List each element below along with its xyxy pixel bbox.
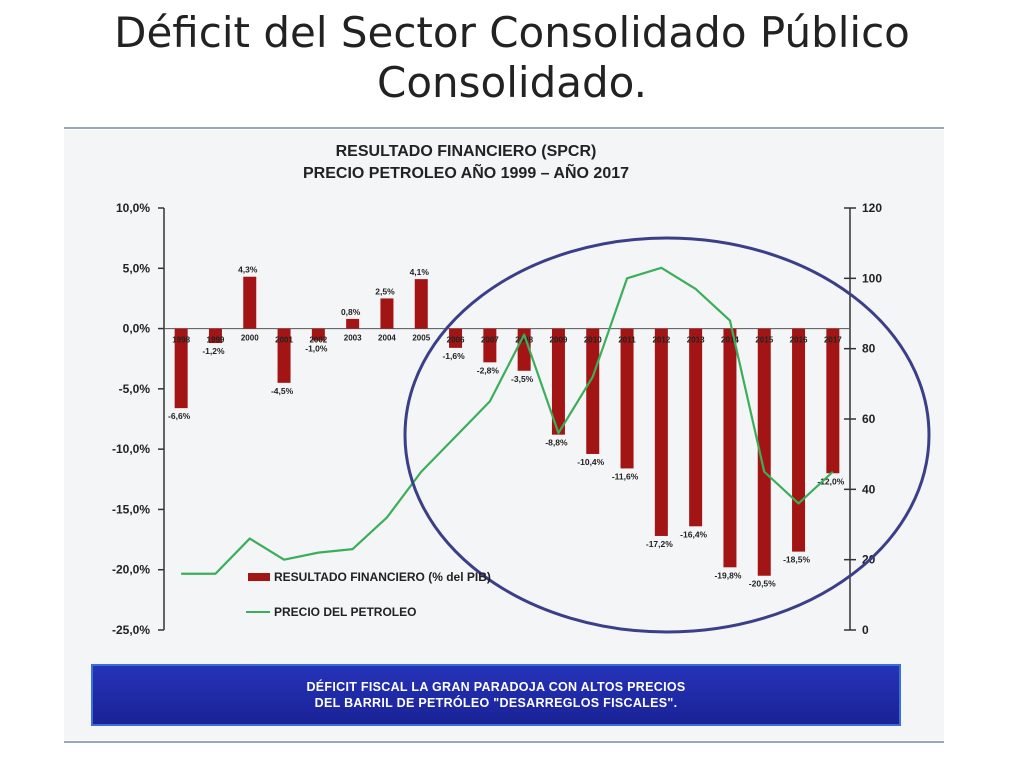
bar <box>792 328 806 552</box>
oil-price-line <box>181 266 834 575</box>
bar <box>449 328 463 348</box>
banner-line-2: DEL BARRIL DE PETRÓLEO "DESARREGLOS FISC… <box>314 696 678 710</box>
caption-banner: DÉFICIT FISCAL LA GRAN PARADOJA CON ALTO… <box>91 664 901 726</box>
right-axis-tick-label: 80 <box>862 342 876 356</box>
bar <box>346 318 360 329</box>
right-axis-tick-label: 0 <box>862 623 869 637</box>
data-label: 0,8% <box>341 307 361 317</box>
bar <box>483 328 497 363</box>
data-label: -18,5% <box>783 555 810 565</box>
category-label: 2002 <box>309 336 327 345</box>
highlight-ellipse <box>403 236 931 634</box>
category-label: 2006 <box>447 336 465 345</box>
category-label: 2014 <box>721 336 739 345</box>
data-label: -4,5% <box>271 386 294 396</box>
category-label: 2011 <box>618 336 636 345</box>
bar <box>654 328 668 536</box>
bar <box>620 328 634 469</box>
bar <box>757 328 771 576</box>
data-label: -1,2% <box>202 346 225 356</box>
data-label: -1,6% <box>442 351 465 361</box>
legend-label-bars: RESULTADO FINANCIERO (% del PIB) <box>274 570 491 584</box>
chart-title: RESULTADO FINANCIERO (SPCR) <box>336 143 597 160</box>
data-label: -1,0% <box>305 344 328 354</box>
bar <box>723 328 737 568</box>
right-axis-tick-label: 40 <box>862 482 876 496</box>
right-axis-tick-label: 120 <box>862 201 882 215</box>
bar <box>689 328 703 527</box>
data-label: -19,8% <box>714 570 741 580</box>
bar <box>243 276 257 329</box>
category-label: 2009 <box>550 336 568 345</box>
left-axis-tick-label: -15,0% <box>112 502 150 516</box>
bar <box>380 298 394 329</box>
data-label: -16,4% <box>680 529 707 539</box>
bar <box>174 328 188 409</box>
legend-label-line: PRECIO DEL PETROLEO <box>274 605 416 619</box>
data-label: -11,6% <box>612 471 639 481</box>
banner-line-1: DÉFICIT FISCAL LA GRAN PARADOJA CON ALTO… <box>306 680 686 694</box>
category-label: 2017 <box>824 336 842 345</box>
bar <box>208 328 222 344</box>
left-axis-tick-label: 0,0% <box>123 322 151 336</box>
left-axis-tick-label: -10,0% <box>112 442 150 456</box>
category-label: 2000 <box>241 334 259 343</box>
category-label: 2015 <box>755 336 773 345</box>
data-label: -10,4% <box>577 457 604 467</box>
category-label: 2013 <box>687 336 705 345</box>
line-series <box>181 266 834 575</box>
category-label: 2001 <box>275 336 293 345</box>
left-axis-tick-label: 10,0% <box>116 201 150 215</box>
data-label: 4,3% <box>238 265 258 275</box>
data-label: -8,8% <box>545 438 568 448</box>
category-label: 2003 <box>344 334 362 343</box>
data-label: -17,2% <box>646 539 673 549</box>
category-label: 2012 <box>652 336 670 345</box>
bottom-divider <box>64 741 944 743</box>
chart: RESULTADO FINANCIERO (SPCR) PRECIO PETRO… <box>112 143 931 637</box>
left-axis-tick-label: -20,0% <box>112 563 150 577</box>
top-divider <box>64 127 944 129</box>
data-label: -12,0% <box>817 476 844 486</box>
left-axis-tick-label: 5,0% <box>123 261 151 275</box>
right-axis-tick-label: 60 <box>862 412 876 426</box>
data-label: -3,5% <box>511 374 534 384</box>
category-label: 2005 <box>412 334 430 343</box>
bar <box>551 328 565 435</box>
category-label: 2008 <box>515 336 533 345</box>
data-label: 2,5% <box>375 286 395 296</box>
category-label: 2016 <box>790 336 808 345</box>
slide-title-line-1: Déficit del Sector Consolidado Público <box>114 8 910 57</box>
category-labels: 1998 1999 2000 2001 2002 2003 2004 2005 2006 2007… <box>172 334 842 345</box>
bar <box>311 328 325 341</box>
left-axis-tick-label: -5,0% <box>119 382 151 396</box>
data-label: -6,6% <box>168 411 191 421</box>
data-label: 4,1% <box>410 267 430 277</box>
category-label: 2010 <box>584 336 602 345</box>
left-axis-tick-label: -25,0% <box>112 623 150 637</box>
category-label: 1999 <box>207 336 225 345</box>
data-label: -20,5% <box>749 579 776 589</box>
bar <box>414 279 428 329</box>
bar <box>277 328 291 383</box>
right-axis-tick-label: 100 <box>862 271 882 285</box>
legend: RESULTADO FINANCIERO (% del PIB) PRECIO … <box>246 570 491 619</box>
chart-panel: RESULTADO FINANCIERO (SPCR) PRECIO PETRO… <box>64 130 944 740</box>
category-label: 1998 <box>172 336 190 345</box>
legend-swatch-bars <box>248 573 270 581</box>
bar-series <box>174 276 840 576</box>
data-labels: -6,6% -1,2% 4,3% -4,5% -1,0% 0,8% 2,5% 4,1% -1,6… <box>168 265 845 589</box>
slide-title-line-2: Consolidado. <box>377 58 647 107</box>
bar <box>826 328 840 474</box>
slide-title: Déficit del Sector Consolidado Público C… <box>0 8 1024 108</box>
chart-subtitle: PRECIO PETROLEO AÑO 1999 – AÑO 2017 <box>303 162 629 182</box>
category-label: 2007 <box>481 336 499 345</box>
category-label: 2004 <box>378 334 396 343</box>
bar <box>586 328 600 454</box>
data-label: -2,8% <box>477 365 500 375</box>
